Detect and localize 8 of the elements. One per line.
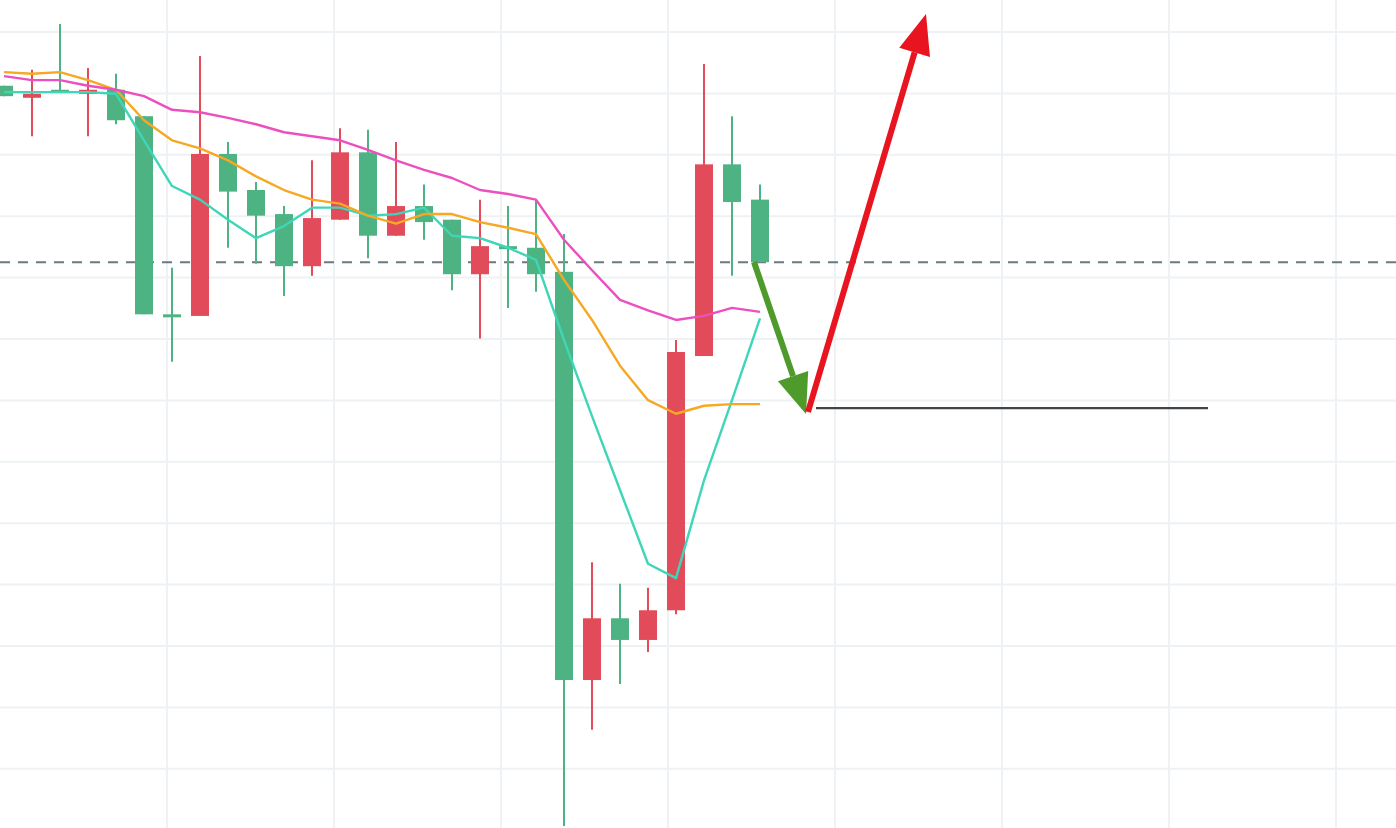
candlestick <box>723 115 741 277</box>
candlestick <box>23 68 41 138</box>
candlestick <box>611 582 629 686</box>
candlestick <box>219 140 237 249</box>
candlestick <box>639 586 657 653</box>
candlestick <box>471 198 489 340</box>
candlestick <box>163 266 181 363</box>
candlestick <box>247 180 265 265</box>
